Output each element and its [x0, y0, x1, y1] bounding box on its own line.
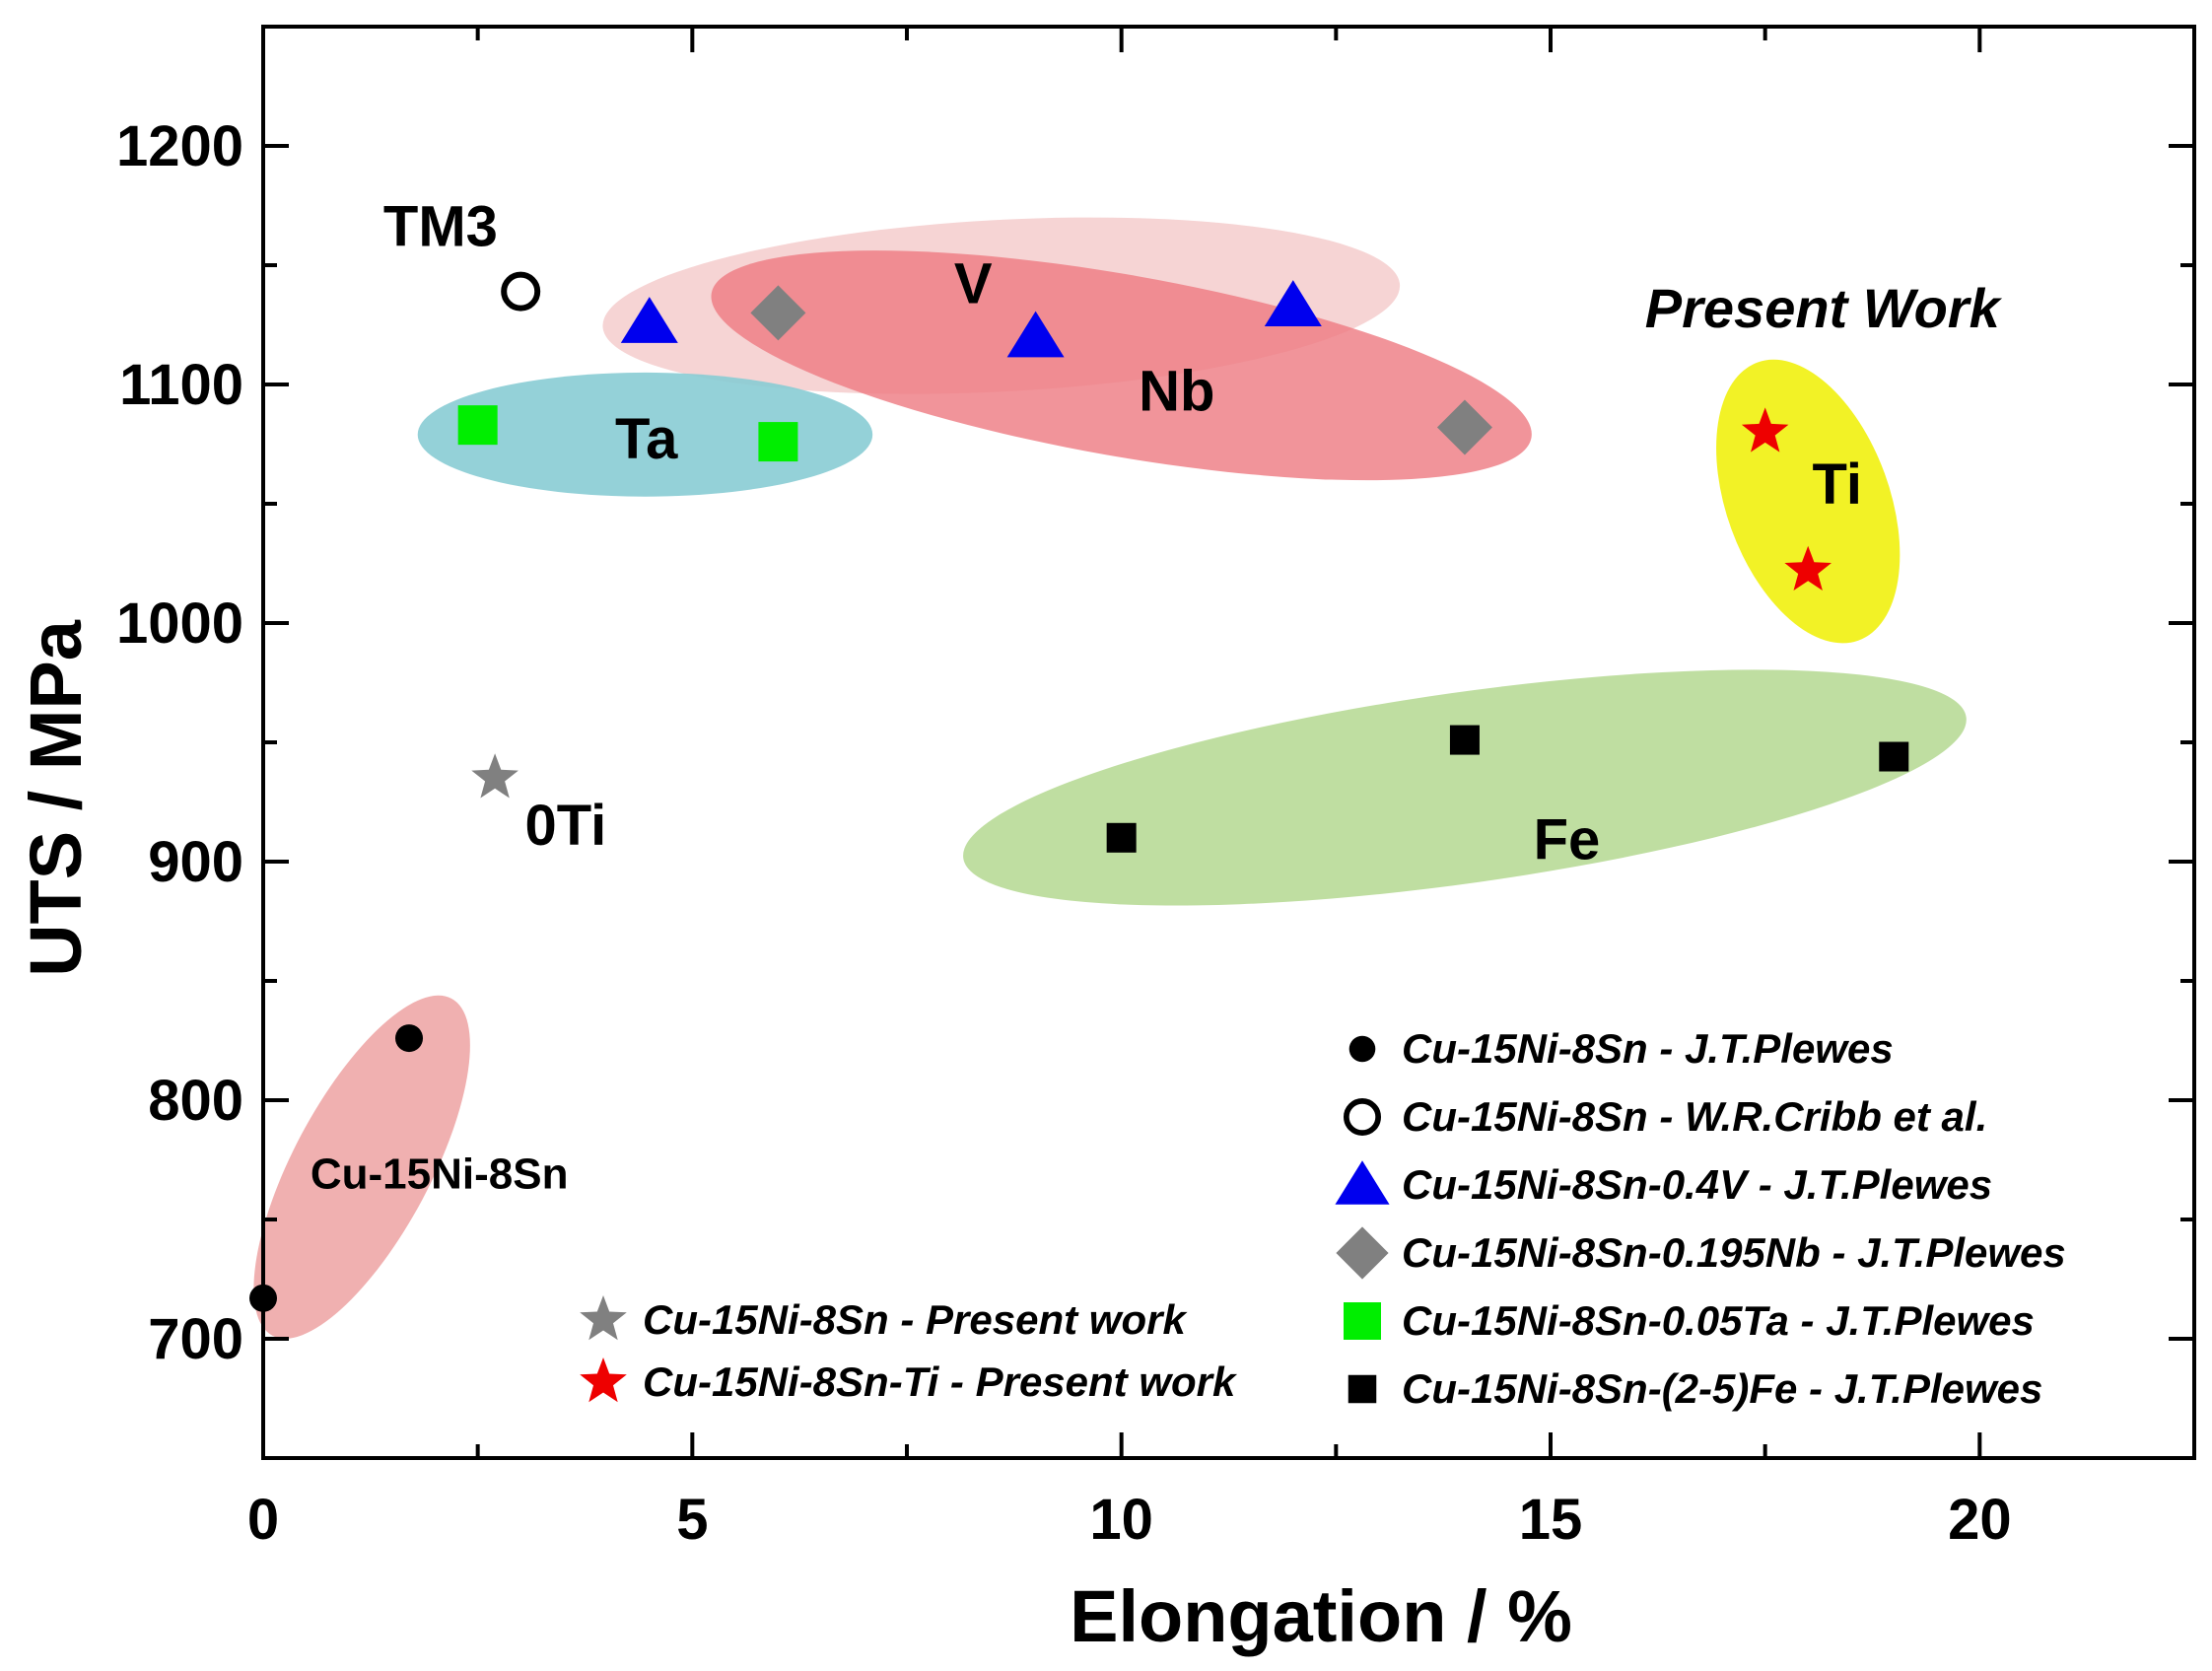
data-point-cu-15ni-8sn-present-work: [471, 753, 518, 799]
legend-marker-cu-15ni-8sn-j-t-plewes: [1348, 1035, 1376, 1063]
region-cu-15ni-8sn: [253, 995, 470, 1339]
legend-label: Cu-15Ni-8Sn-Ti - Present work: [643, 1358, 1238, 1405]
data-point-cu-15ni-8sn-w-r-cribb-et-al: [501, 271, 541, 312]
legend-label: Cu-15Ni-8Sn-0.195Nb - J.T.Plewes: [1402, 1229, 2066, 1276]
y-tick-label: 1100: [119, 353, 243, 417]
annotation-ta: Ta: [615, 407, 678, 471]
data-point-cu-15ni-8sn-0-4v-j-t-plewes: [620, 297, 678, 343]
data-point-cu-15ni-8sn-ti-present-work: [1741, 407, 1789, 453]
annotation-fe: Fe: [1534, 808, 1601, 872]
annotation-nb: Nb: [1139, 360, 1214, 424]
annotation-present-work: Present Work: [1645, 277, 2003, 339]
data-point-cu-15ni-8sn-0-4v-j-t-plewes: [1264, 280, 1322, 326]
y-tick-label: 700: [148, 1307, 243, 1371]
data-point-cu-15ni-8sn-0-05ta-j-t-plewes: [758, 422, 798, 462]
legend-marker-cu-15ni-8sn-ti-present-work: [580, 1358, 627, 1403]
plot-frame: [261, 25, 2196, 1460]
data-point-cu-15ni-8sn-0-195nb-j-t-plewes: [750, 285, 806, 341]
data-point-cu-15ni-8sn-ti-present-work: [1784, 545, 1832, 591]
legend-marker-cu-15ni-8sn-2-5-fe-j-t-plewes: [1348, 1374, 1377, 1404]
legend-marker-cu-15ni-8sn-0-05ta-j-t-plewes: [1344, 1302, 1381, 1340]
data-point-cu-15ni-8sn-j-t-plewes: [395, 1024, 424, 1053]
legend-label: Cu-15Ni-8Sn-0.05Ta - J.T.Plewes: [1402, 1297, 2035, 1344]
data-point-cu-15ni-8sn-0-05ta-j-t-plewes: [457, 405, 498, 446]
data-point-cu-15ni-8sn-2-5-fe-j-t-plewes: [1449, 725, 1480, 755]
x-tick-label: 20: [1948, 1488, 2012, 1552]
points-layer: [249, 271, 1909, 1312]
annotations-layer: TM3 V Nb Ta Ti Fe 0Ti Cu-15Ni-8Sn Present Work: [311, 195, 2003, 1199]
legend-marker-cu-15ni-8sn-0-4v-j-t-plewes: [1335, 1160, 1390, 1205]
y-tick-label: 1200: [116, 114, 243, 178]
region-nb: [711, 250, 1532, 481]
data-point-cu-15ni-8sn-0-4v-j-t-plewes: [1006, 311, 1065, 358]
x-tick-label: 5: [676, 1488, 708, 1552]
legend-label: Cu-15Ni-8Sn - W.R.Cribb et al.: [1402, 1093, 1987, 1140]
region-fe: [963, 669, 1967, 906]
annotation-cu-15ni-8sn: Cu-15Ni-8Sn: [311, 1150, 569, 1199]
x-tick-label: 10: [1089, 1488, 1153, 1552]
x-axis-label: Elongation / %: [1070, 1575, 1572, 1657]
y-tick-label: 1000: [116, 592, 243, 656]
legend-label: Cu-15Ni-8Sn - Present work: [643, 1296, 1188, 1343]
annotation-v: V: [954, 252, 993, 316]
data-point-cu-15ni-8sn-0-195nb-j-t-plewes: [1436, 399, 1492, 455]
y-tick-label: 800: [148, 1069, 243, 1133]
region-ta: [417, 372, 873, 497]
x-tick-label: 0: [247, 1488, 279, 1552]
ticks-layer: 0 5 10 15 20 700 800 900 1000 1100 1200: [116, 25, 2196, 1552]
legend-label: Cu-15Ni-8Sn - J.T.Plewes: [1402, 1025, 1894, 1072]
annotation-0ti: 0Ti: [525, 794, 607, 858]
legend-label: Cu-15Ni-8Sn-(2-5)Fe - J.T.Plewes: [1402, 1365, 2042, 1412]
x-tick-label: 15: [1519, 1488, 1583, 1552]
data-point-cu-15ni-8sn-2-5-fe-j-t-plewes: [1879, 741, 1909, 772]
legend-label: Cu-15Ni-8Sn-0.4V - J.T.Plewes: [1402, 1161, 1992, 1208]
legend: Cu-15Ni-8Sn - J.T.Plewes Cu-15Ni-8Sn - W.…: [580, 1025, 2066, 1412]
data-point-cu-15ni-8sn-2-5-fe-j-t-plewes: [1106, 822, 1137, 853]
legend-marker-cu-15ni-8sn-present-work: [580, 1295, 627, 1341]
annotation-ti: Ti: [1813, 453, 1863, 517]
y-axis-label: UTS / MPa: [15, 619, 97, 977]
legend-marker-cu-15ni-8sn-0-195nb-j-t-plewes: [1336, 1226, 1389, 1280]
y-tick-label: 900: [148, 830, 243, 894]
annotation-tm3: TM3: [383, 195, 498, 259]
regions-layer: [253, 217, 1967, 1339]
legend-marker-cu-15ni-8sn-w-r-cribb-et-al: [1343, 1097, 1381, 1136]
